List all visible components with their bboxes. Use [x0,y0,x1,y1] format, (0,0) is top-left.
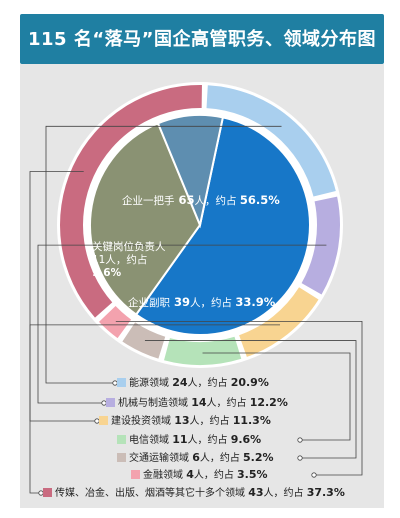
legend-item-6: 传媒、冶金、出版、烟酒等其它十多个领域 43人，约占 37.3% [43,486,345,500]
ring-slice-0 [206,85,336,197]
ring-slice-2 [239,287,319,357]
leader-dot-5 [311,472,317,478]
legend-item-5: 金融领域 4人，约占 3.5% [131,468,268,482]
leader-line-5 [115,321,363,476]
ring-slice-4 [122,322,166,359]
legend-swatch [99,416,108,425]
legend-swatch [117,435,126,444]
slice-label-deputy: 企业副职 39人，约占 33.9% [128,295,276,310]
ring-slice-3 [164,336,242,365]
slice-label-leader: 企业一把手 65人，约占 56.5% [122,193,280,208]
legend-item-0: 能源领域 24人，约占 20.9% [117,376,269,390]
leader-line-6 [29,171,84,494]
legend-item-3: 电信领域 11人，约占 9.6% [117,433,261,447]
position-pie [86,111,314,339]
leader-dot-3 [297,437,303,443]
leader-line-4 [144,340,357,459]
leader-dot-4 [297,455,303,461]
ring-slice-6 [59,84,202,318]
leader-lines [29,125,363,496]
legend-item-2: 建设投资领域 13人，约占 11.3% [99,414,271,428]
slice-label-key-position: 关键岗位负责人 11人，约占 9.6% [92,241,166,279]
leader-line-3 [202,352,351,441]
leader-line-0 [45,125,282,384]
legend-item-4: 交通运输领域 6人，约占 5.2% [117,451,274,465]
chart-title: 115 名“落马”国企高管职务、领域分布图 [28,29,376,50]
legend-swatch [117,378,126,387]
legend-swatch [131,470,140,479]
ring-slice-5 [98,305,132,339]
pie-slice-2 [156,114,225,229]
title-bar: 115 名“落马”国企高管职务、领域分布图 [20,14,384,64]
legend-swatch [106,398,115,407]
legend-item-1: 机械与制造领域 14人，约占 12.2% [106,396,288,410]
leader-line-1 [37,244,327,404]
pie-slice-1 [89,122,202,316]
ring-slice-1 [301,196,340,295]
legend-swatch [117,453,126,462]
legend-swatch [43,488,52,497]
pie-slice-0 [134,116,311,336]
